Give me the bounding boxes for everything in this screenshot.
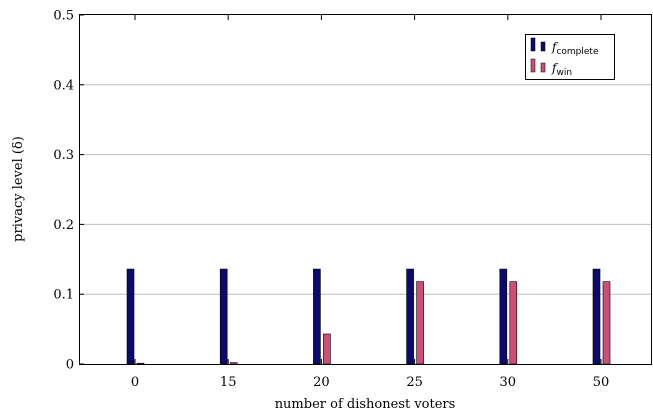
y-tick-label: 0.4 <box>53 78 74 93</box>
y-tick-label: 0.3 <box>53 148 74 163</box>
bar-complete-20 <box>313 268 321 365</box>
x-tick-label: 30 <box>500 375 517 390</box>
x-tick-label: 15 <box>220 375 237 390</box>
legend-swatch-complete-1 <box>530 37 536 52</box>
x-axis-label: number of dishonest voters <box>275 397 456 412</box>
x-tick-label: 20 <box>313 375 330 390</box>
bar-win-30 <box>509 281 518 365</box>
legend-entry-complete: fcomplete <box>530 37 599 57</box>
tick-labels: 0 0.1 0.2 0.3 0.4 0.5 0 15 20 25 30 50 <box>53 9 609 391</box>
legend-label-win: fwin <box>551 61 572 78</box>
x-tick-label: 50 <box>593 375 610 390</box>
legend-entry-win: fwin <box>530 58 572 78</box>
bar-complete-15 <box>219 268 228 365</box>
legend-swatch-win-2 <box>540 62 546 73</box>
plot-frame <box>79 14 652 365</box>
y-tick-label: 0.2 <box>53 218 74 233</box>
y-tick-label: 0 <box>66 358 74 373</box>
legend-swatch-win-1 <box>530 58 536 73</box>
y-tick-label: 0.5 <box>53 9 74 24</box>
x-tick-label: 0 <box>131 375 139 390</box>
bar-win-20 <box>323 333 331 365</box>
bar-complete-50 <box>592 268 601 365</box>
bar-win-25 <box>416 281 424 365</box>
bar-win-50 <box>602 281 611 365</box>
bar-complete-25 <box>406 268 414 365</box>
bar-complete-30 <box>499 268 508 365</box>
y-axis-label: privacy level (δ) <box>11 136 26 242</box>
y-tick-label: 0.1 <box>53 288 74 303</box>
legend-label-complete: fcomplete <box>551 40 599 57</box>
grid-lines <box>80 84 651 295</box>
legend-swatch-complete-2 <box>540 41 546 52</box>
bars <box>126 268 611 365</box>
legend: fcomplete fwin <box>525 34 615 80</box>
axes <box>79 14 652 365</box>
bar-win-15 <box>229 362 238 365</box>
bar-complete-0 <box>126 268 135 365</box>
bar-win-0 <box>136 362 145 365</box>
x-tick-label: 25 <box>406 375 423 390</box>
legend-box <box>525 34 615 80</box>
